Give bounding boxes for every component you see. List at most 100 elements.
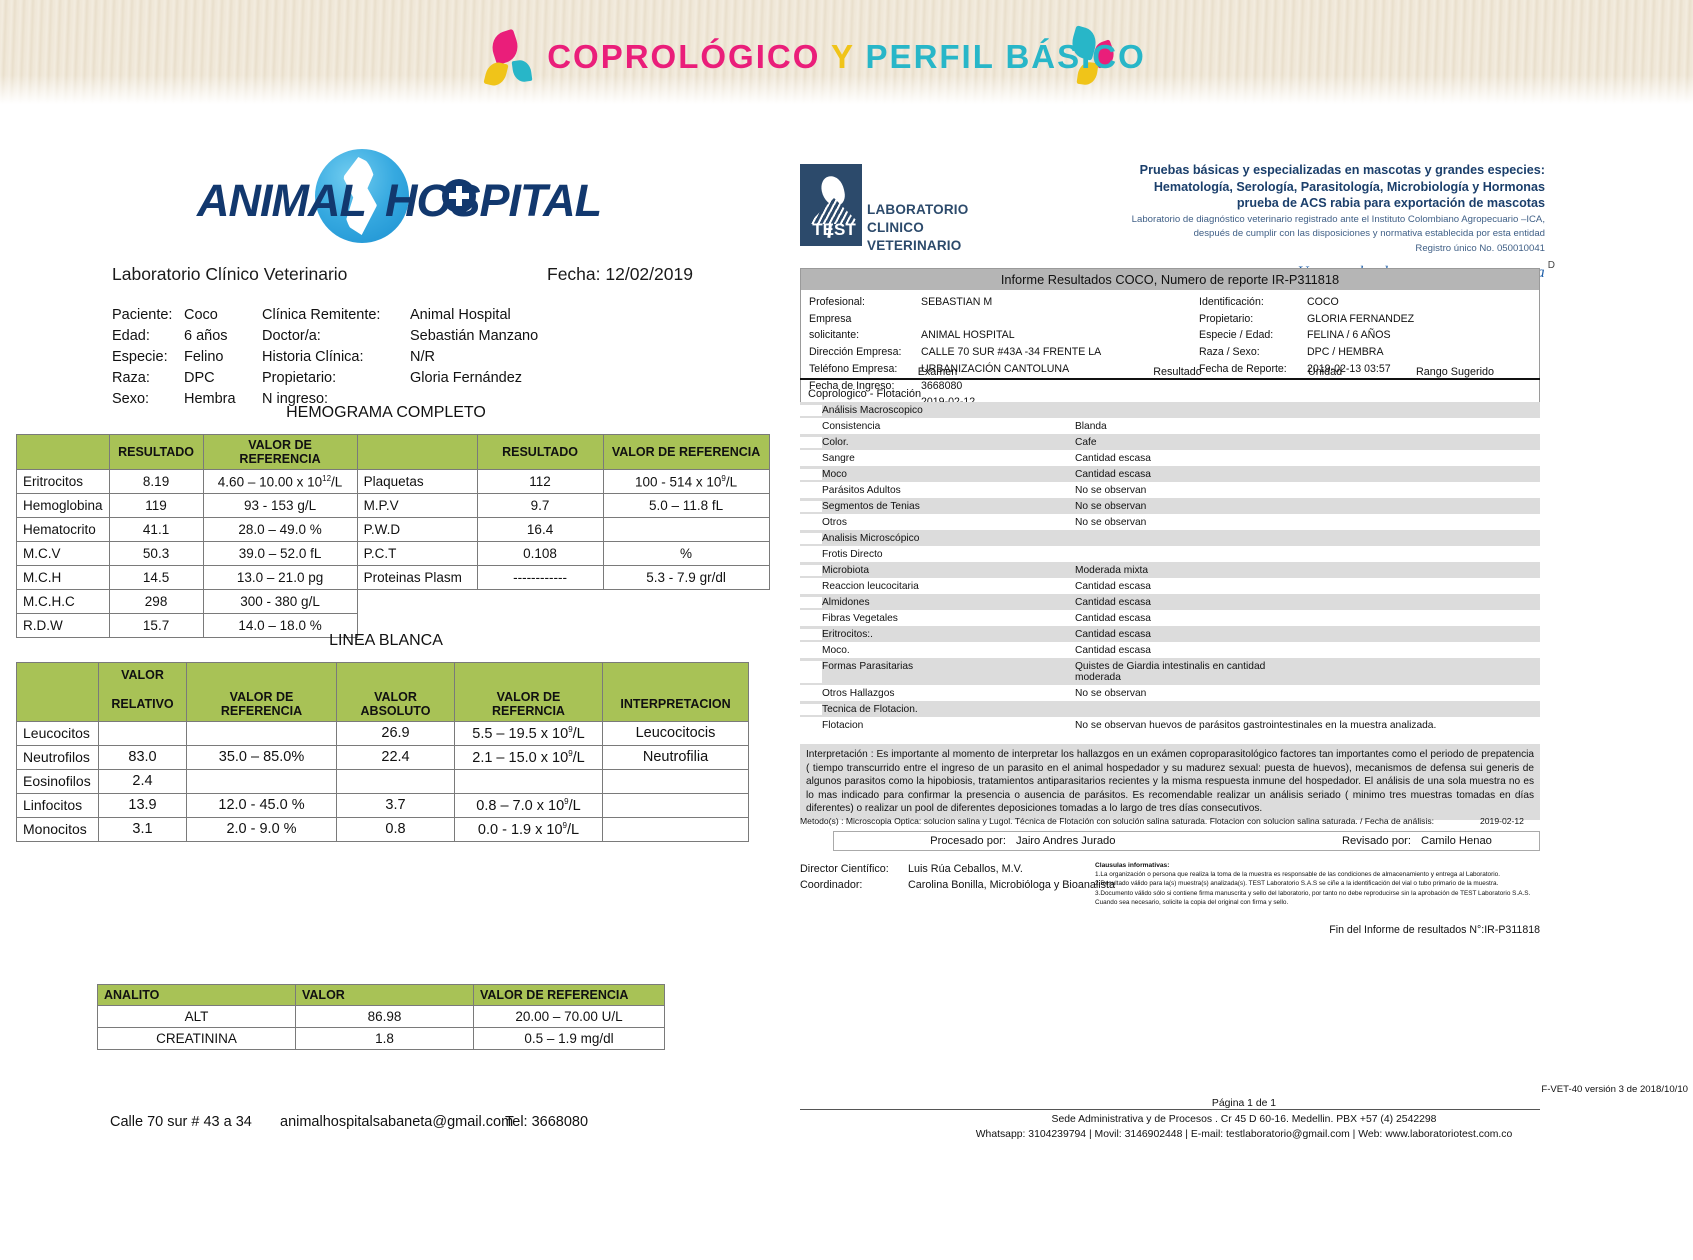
right-header-text: Pruebas básicas y especializadas en masc… bbox=[1025, 162, 1545, 282]
header-line-3: prueba de ACS rabia para exportación de … bbox=[1236, 196, 1545, 211]
hemograma-analyte: M.C.H.C bbox=[16, 589, 110, 614]
hemograma-header-cell: VALOR DE REFERENCIA bbox=[202, 434, 358, 470]
report-field-value: COCO bbox=[1307, 296, 1339, 308]
result-exam-name: Color. bbox=[822, 436, 849, 448]
result-range bbox=[1370, 469, 1540, 480]
report-field-value: 2019-02-13 03:57 bbox=[1307, 362, 1391, 375]
results-row: Almidones Cantidad escasa bbox=[800, 594, 1540, 610]
linea-blanca-cell-relativo: 13.9 bbox=[98, 792, 187, 818]
results-row: Frotis Directo bbox=[800, 546, 1540, 562]
analito-reference: 0.5 – 1.9 mg/dl bbox=[473, 1027, 665, 1050]
logo-word-hospital: HOSPITAL bbox=[385, 175, 602, 226]
linea-blanca-cell-name: Monocitos bbox=[16, 816, 99, 842]
result-value: Quistes de Giardia intestinalis en canti… bbox=[1075, 660, 1266, 683]
result-exam-name: Microbiota bbox=[822, 564, 869, 576]
fecha-analisis-value: 2019-02-12 bbox=[1480, 816, 1524, 826]
result-range bbox=[1370, 613, 1540, 624]
result-unit bbox=[1280, 629, 1370, 640]
report-field-label: Dirección Empresa: bbox=[809, 346, 902, 359]
result-exam-name: Almidones bbox=[822, 596, 870, 608]
patient-value-left: Felino bbox=[184, 348, 224, 365]
director-block: Director Científico: Luis Rúa Ceballos, M… bbox=[800, 861, 1115, 893]
linea-blanca-cell-interp bbox=[602, 792, 749, 818]
hemograma-reference: 14.0 – 18.0 % bbox=[202, 613, 358, 638]
result-value bbox=[1075, 549, 1280, 560]
report-field-value: GLORIA FERNANDEZ bbox=[1307, 312, 1415, 325]
table-row: ALT 86.98 20.00 – 70.00 U/L bbox=[97, 1005, 665, 1028]
hemograma-title: HEMOGRAMA COMPLETO bbox=[286, 404, 486, 421]
patient-info-row: Sexo: Hembra N ingreso: bbox=[112, 388, 538, 409]
table-row: Neutrofilos 83.0 35.0 – 85.0% 22.4 2.1 – 15.… bbox=[16, 744, 749, 770]
result-unit bbox=[1280, 661, 1370, 683]
patient-info-row: Raza: DPC Propietario: Gloria Fernández bbox=[112, 367, 538, 388]
patient-label-left: Sexo: bbox=[112, 390, 150, 407]
result-unit bbox=[1280, 565, 1370, 576]
table-row: Eosinofilos 2.4 bbox=[16, 768, 749, 794]
exam-col-rango: Rango Sugerido bbox=[1415, 366, 1495, 378]
footer-email[interactable]: animalhospitalsabaneta@gmail.com bbox=[280, 1114, 514, 1130]
hemograma-result: 298 bbox=[108, 589, 204, 614]
page-number: Página 1 de 1 bbox=[1211, 1098, 1277, 1109]
hemograma-analyte: Eritrocitos bbox=[16, 469, 110, 494]
result-unit bbox=[1280, 501, 1370, 512]
linea-blanca-cell-ref1: 2.0 - 9.0 % bbox=[186, 816, 337, 842]
linea-blanca-cell-absoluto bbox=[336, 768, 455, 794]
result-range bbox=[1370, 517, 1540, 528]
result-range bbox=[1370, 629, 1540, 640]
hemograma-header-cell bbox=[356, 434, 478, 470]
result-exam-name: Moco. bbox=[822, 644, 850, 656]
exam-col-resultado: Resultado bbox=[1153, 366, 1202, 378]
clauses-block: Clausulas informativas: 1.La organizació… bbox=[1095, 861, 1540, 907]
result-unit bbox=[1280, 437, 1370, 448]
linea-blanca-cell-relativo: 83.0 bbox=[98, 744, 187, 770]
linea-blanca-header-bottom: RELATIVO bbox=[98, 686, 187, 722]
linea-blanca-table: VALOR RELATIVO VALOR DE REFERENCIA VALOR AB… bbox=[16, 662, 749, 842]
result-exam-name: Sangre bbox=[822, 452, 855, 464]
report-field-label: Especie / Edad: bbox=[1199, 329, 1274, 342]
linea-blanca-cell-name: Eosinofilos bbox=[16, 768, 99, 794]
linea-blanca-cell-name: Neutrofilos bbox=[16, 744, 99, 770]
hemograma-empty bbox=[603, 590, 769, 614]
result-value: Cantidad escasa bbox=[1075, 628, 1151, 640]
table-row: Linfocitos 13.9 12.0 - 45.0 % 3.7 0.8 – 7.0 … bbox=[16, 792, 749, 818]
results-subheader-label: Tecnica de Flotacion. bbox=[822, 703, 918, 715]
patient-info-row: Edad: 6 años Doctor/a: Sebastián Manzano bbox=[112, 325, 538, 346]
linea-blanca-cell-ref2: 0.8 – 7.0 x 109/L bbox=[454, 792, 603, 818]
result-range bbox=[1370, 549, 1540, 560]
linea-blanca-header-bottom bbox=[16, 686, 99, 722]
header-line-2: Hematología, Serología, Parasitología, M… bbox=[1153, 179, 1545, 194]
result-value: Cantidad escasa bbox=[1075, 580, 1151, 592]
footer-contact: Whatsapp: 3104239794 | Movil: 3146902448… bbox=[975, 1129, 1513, 1141]
result-range bbox=[1370, 421, 1540, 432]
result-range bbox=[1370, 645, 1540, 656]
linea-blanca-cell-ref2: 0.0 - 1.9 x 109/L bbox=[454, 816, 603, 842]
patient-value-left: 6 años bbox=[184, 327, 228, 344]
hemograma-result-2: 0.108 bbox=[476, 541, 604, 566]
hemograma-result-2: ------------ bbox=[476, 565, 604, 590]
hemograma-result-2: 16.4 bbox=[476, 517, 604, 542]
result-exam-name: Fibras Vegetales bbox=[822, 612, 898, 624]
analitos-header-cell: ANALITO bbox=[97, 984, 296, 1006]
linea-blanca-header-top bbox=[454, 662, 603, 687]
report-date: Fecha: 12/02/2019 bbox=[547, 264, 693, 284]
hemograma-reference-2: 5.3 - 7.9 gr/dl bbox=[602, 565, 770, 590]
coordinador-value: Carolina Bonilla, Microbióloga y Bioanal… bbox=[908, 879, 1116, 892]
results-row: Eritrocitos:. Cantidad escasa bbox=[800, 626, 1540, 642]
coordinador-row: Coordinador: Carolina Bonilla, Microbiólo… bbox=[800, 877, 1115, 893]
results-subheader: Tecnica de Flotacion. bbox=[800, 701, 1540, 717]
hemograma-analyte: M.C.V bbox=[16, 541, 110, 566]
result-unit bbox=[1280, 581, 1370, 592]
result-value: Moderada mixta bbox=[1075, 564, 1149, 576]
hemograma-result: 8.19 bbox=[108, 469, 204, 494]
table-row: M.C.H 14.5 13.0 – 21.0 pg Proteinas Plasm --… bbox=[16, 565, 770, 590]
report-field-value: SEBASTIAN M bbox=[921, 296, 993, 308]
linea-blanca-cell-relativo: 2.4 bbox=[98, 768, 187, 794]
header-line-1: Pruebas básicas y especializadas en masc… bbox=[1139, 163, 1545, 177]
results-row: Parásitos Adultos No se observan bbox=[800, 482, 1540, 498]
linea-blanca-header-top bbox=[336, 662, 455, 687]
results-row: Fibras Vegetales Cantidad escasa bbox=[800, 610, 1540, 626]
table-row: Hematocrito 41.1 28.0 – 49.0 % P.W.D 16.4 bbox=[16, 517, 770, 542]
result-exam-name: Eritrocitos:. bbox=[822, 628, 873, 640]
coordinador-label: Coordinador: bbox=[800, 879, 863, 892]
linea-blanca-cell-ref1 bbox=[186, 720, 337, 746]
